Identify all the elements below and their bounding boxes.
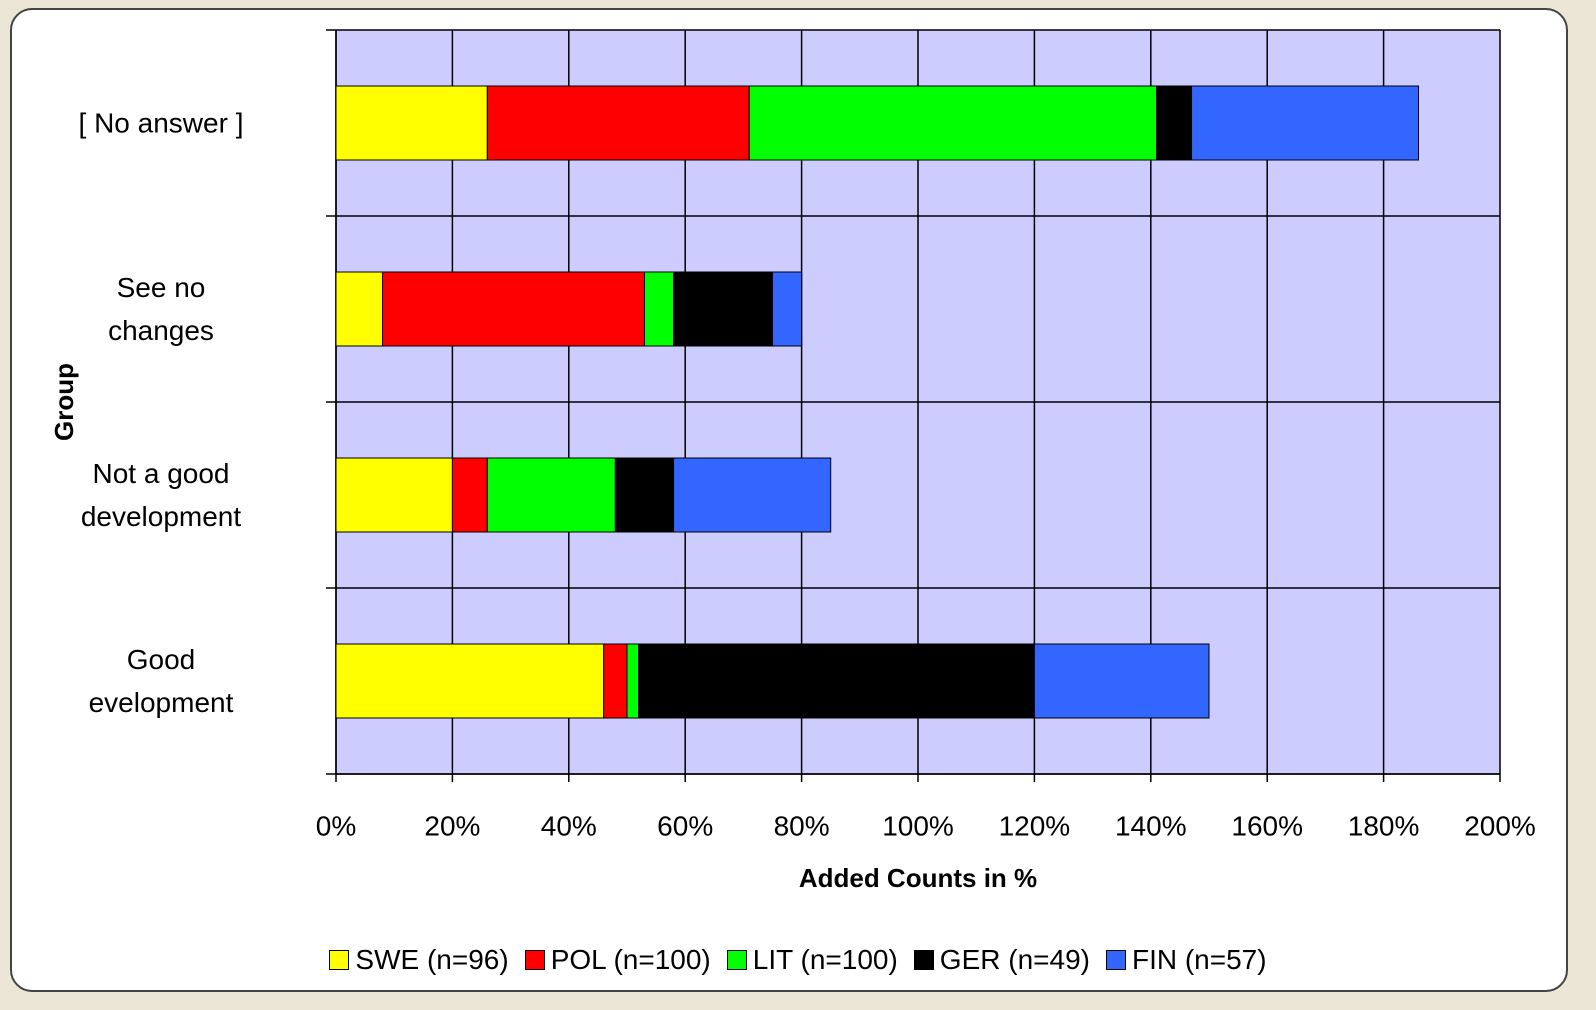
bar-segment: [335, 85, 488, 161]
legend-label: POL (n=100): [550, 944, 711, 975]
bar-segment: [643, 271, 675, 347]
legend-label: SWE (n=96): [355, 944, 509, 975]
bar-segment: [1191, 85, 1420, 161]
legend-label: FIN (n=57): [1131, 944, 1267, 975]
bar-segment: [626, 643, 640, 719]
bar-segment: [1156, 85, 1193, 161]
bar-segment: [748, 85, 1158, 161]
x-tick-label: 160%: [1231, 810, 1303, 841]
x-tick-label: 200%: [1464, 810, 1536, 841]
bar-segment: [382, 271, 645, 347]
legend-item: GER (n=49): [913, 944, 1090, 976]
x-tick-label: 120%: [999, 810, 1071, 841]
legend-label: GER (n=49): [939, 944, 1090, 975]
x-tick-label: 0%: [316, 810, 356, 841]
legend-swatch: [1105, 950, 1126, 970]
y-tick-label: See no changes: [108, 272, 214, 346]
bar-segment: [673, 271, 773, 347]
bar-segment: [451, 457, 488, 533]
bar-segment: [486, 457, 616, 533]
bar-segment: [673, 457, 832, 533]
y-tick-label: Good evelopment: [88, 644, 234, 718]
bar-segment: [486, 85, 750, 161]
bar-segment: [603, 643, 628, 719]
legend-swatch: [329, 950, 350, 970]
bar-segment: [1033, 643, 1210, 719]
x-tick-label: 100%: [882, 810, 954, 841]
y-tick-label: Not a good development: [80, 458, 242, 532]
x-tick-label: 60%: [657, 810, 713, 841]
legend: SWE (n=96) POL (n=100) LIT (n=100) GER (n=4…: [0, 944, 1596, 976]
y-tick-label: [ No answer ]: [78, 107, 244, 139]
bar-segment: [614, 457, 675, 533]
legend-swatch: [524, 950, 545, 970]
bar-segment: [638, 643, 1035, 719]
legend-item: FIN (n=57): [1105, 944, 1267, 976]
legend-label: LIT (n=100): [752, 944, 898, 975]
legend-swatch: [913, 950, 934, 970]
bar-segment: [335, 457, 453, 533]
legend-item: SWE (n=96): [329, 944, 509, 976]
x-tick-label: 180%: [1348, 810, 1420, 841]
x-axis-label: Added Counts in %: [799, 863, 1037, 893]
legend-swatch: [726, 950, 747, 970]
bar-segment: [772, 271, 803, 347]
bar-segment: [335, 643, 605, 719]
x-tick-label: 80%: [774, 810, 830, 841]
legend-item: LIT (n=100): [726, 944, 898, 976]
y-axis-label: Group: [49, 363, 79, 441]
legend-item: POL (n=100): [524, 944, 711, 976]
x-tick-label: 140%: [1115, 810, 1187, 841]
bar-segment: [335, 271, 384, 347]
x-tick-label: 20%: [424, 810, 480, 841]
x-tick-label: 40%: [541, 810, 597, 841]
